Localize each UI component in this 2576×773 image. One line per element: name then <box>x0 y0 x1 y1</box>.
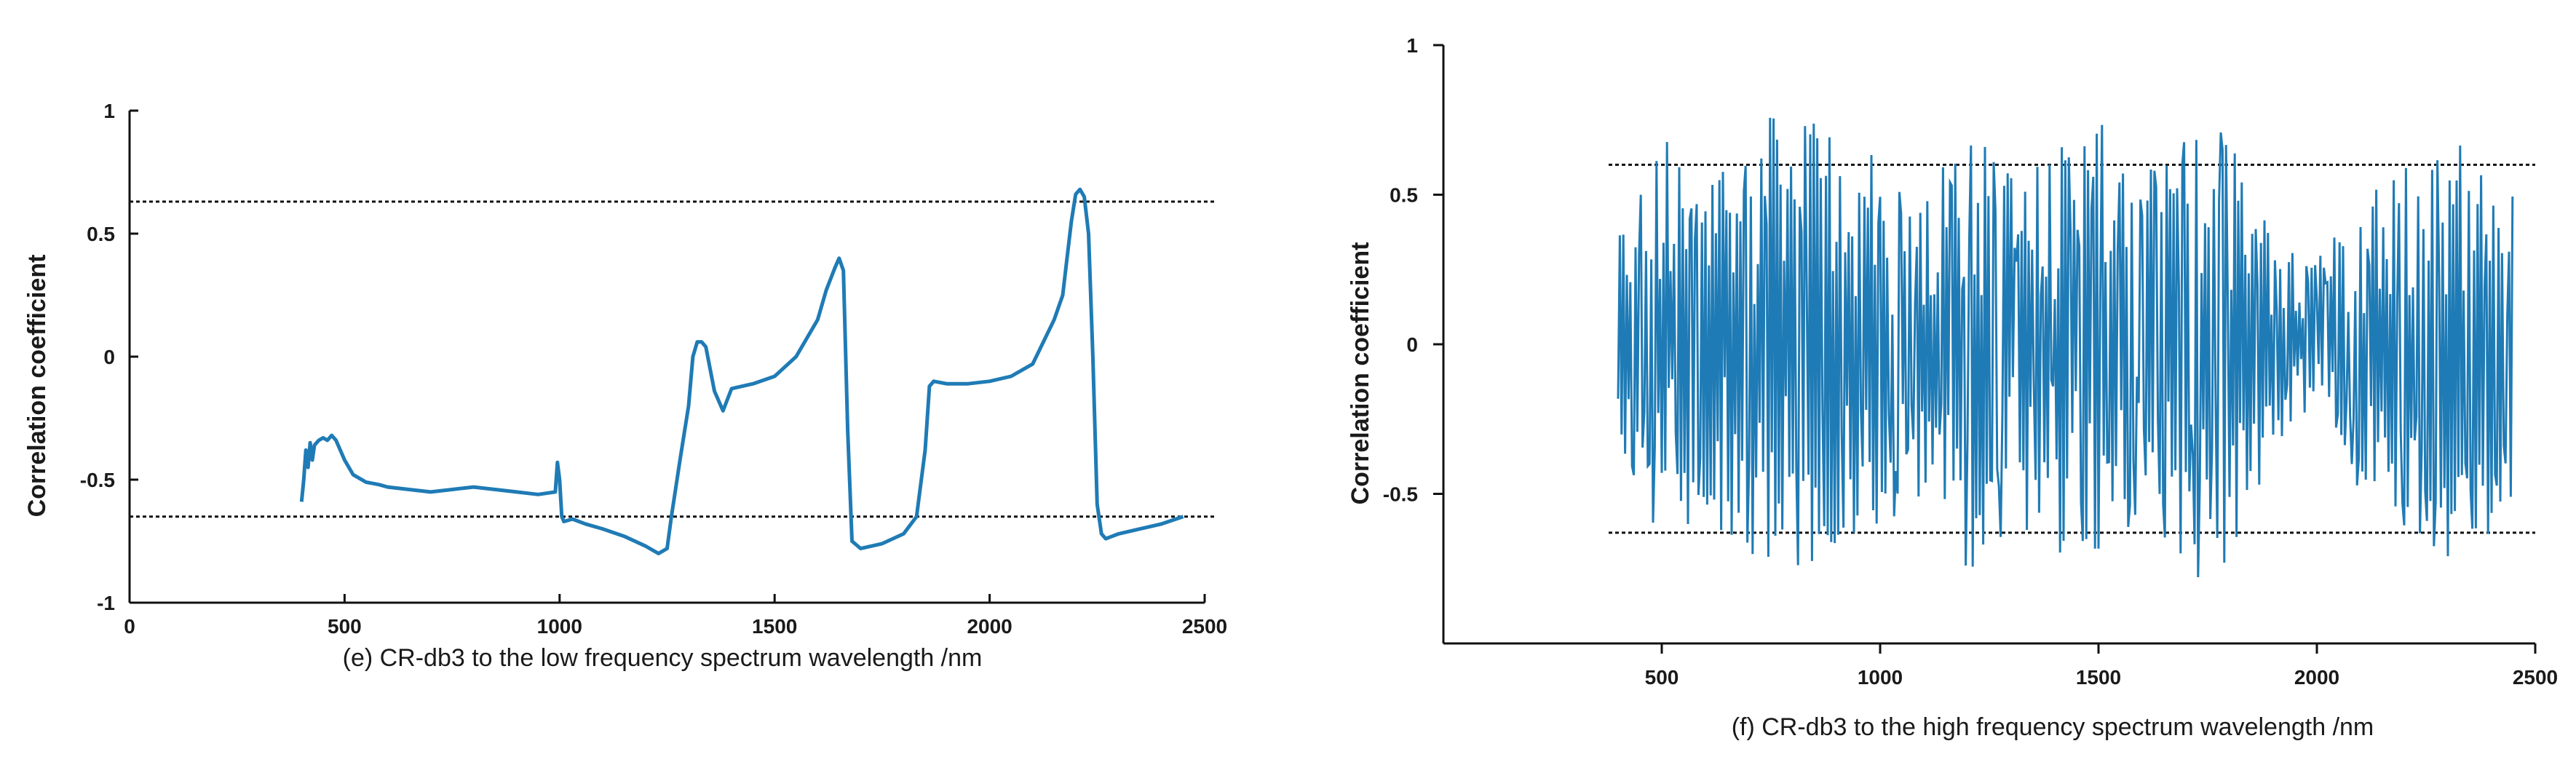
chart-e-low-frequency: 0 500 1000 1500 2000 2500 -1 -0.5 0 0.5 1 Correla… <box>23 100 1227 672</box>
axes <box>128 111 1205 604</box>
x-ticks: 0 500 1000 1500 2000 2500 <box>124 594 1227 638</box>
x-tick-label: 2000 <box>967 615 1012 638</box>
x-tick-label: 500 <box>328 615 362 638</box>
y-tick-label: 1 <box>103 100 115 122</box>
series-group <box>1617 117 2514 578</box>
y-tick-label: 0.5 <box>1390 184 1418 207</box>
y-tick-label: -1 <box>97 592 115 614</box>
x-ticks: 500 1000 1500 2000 2500 <box>1645 643 2558 689</box>
x-tick-label: 1000 <box>537 615 582 638</box>
y-ticks: -1 -0.5 0 0.5 1 <box>80 100 138 614</box>
y-tick-label: 1 <box>1406 34 1418 57</box>
y-ticks: -0.5 0 0.5 1 <box>1383 34 1443 506</box>
threshold-lines <box>130 200 1217 518</box>
y-axis-label: Correlation coefficient <box>23 255 51 518</box>
x-tick-label: 1500 <box>2076 666 2121 689</box>
y-tick-label: 0.5 <box>87 223 115 245</box>
x-tick-label: 500 <box>1645 666 1679 689</box>
x-axis-label: (e) CR-db3 to the low frequency spectrum… <box>343 644 983 672</box>
y-tick-label: 0 <box>103 346 115 368</box>
y-tick-label: -0.5 <box>80 469 115 491</box>
correlation-line <box>299 187 1184 555</box>
x-tick-label: 2500 <box>2513 666 2558 689</box>
x-axis-label: (f) CR-db3 to the high frequency spectru… <box>1732 713 2374 741</box>
x-tick-label: 1000 <box>1858 666 1903 689</box>
y-tick-label: 0 <box>1406 333 1418 356</box>
x-tick-label: 2500 <box>1182 615 1227 638</box>
x-tick-label: 1500 <box>752 615 797 638</box>
chart-f-high-frequency: 500 1000 1500 2000 2500 -0.5 0 0.5 1 Correlatio… <box>1347 34 2558 741</box>
series-group <box>299 187 1184 555</box>
correlation-line <box>1617 117 2514 578</box>
x-tick-label: 2000 <box>2294 666 2339 689</box>
y-axis-label: Correlation coefficient <box>1347 242 1374 505</box>
x-tick-label: 0 <box>124 615 135 638</box>
y-tick-label: -0.5 <box>1383 483 1418 506</box>
